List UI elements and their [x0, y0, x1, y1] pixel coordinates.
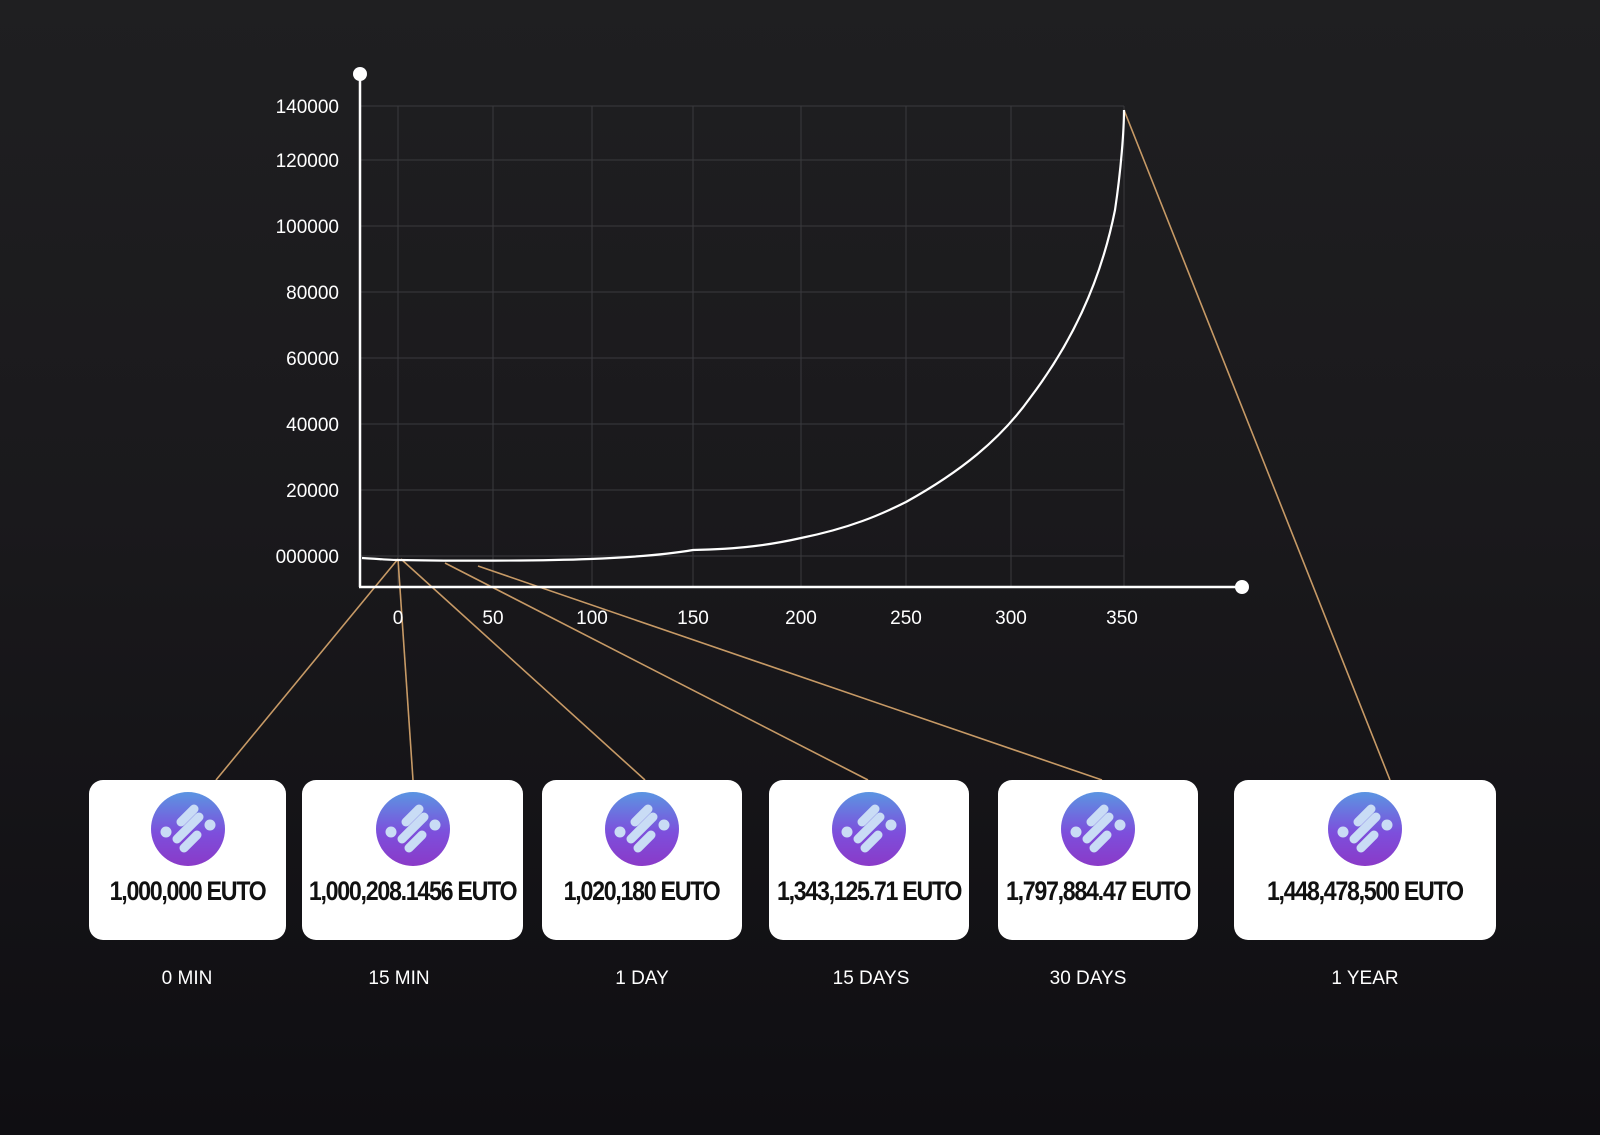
x-tick: 300 — [995, 608, 1027, 629]
euto-coin-icon — [605, 792, 679, 866]
x-tick: 200 — [785, 608, 817, 629]
y-tick: 000000 — [276, 547, 339, 568]
euto-coin-icon — [376, 792, 450, 866]
x-tick: 100 — [576, 608, 608, 629]
euto-coin-icon — [832, 792, 906, 866]
callout-card-0-min: 1,000,000 EUTO — [89, 780, 286, 940]
y-tick: 60000 — [286, 349, 339, 370]
callout-card-1-day: 1,020,180 EUTO — [542, 780, 742, 940]
period-label: 1 YEAR — [1331, 968, 1399, 989]
callout-card-1-year: 1,448,478,500 EUTO — [1234, 780, 1496, 940]
y-tick: 120000 — [276, 151, 339, 172]
y-tick: 40000 — [286, 415, 339, 436]
y-axis-labels: 140000 120000 100000 80000 60000 40000 2… — [276, 97, 339, 568]
x-tick: 250 — [890, 608, 922, 629]
euto-coin-icon — [1061, 792, 1135, 866]
y-tick: 20000 — [286, 481, 339, 502]
y-tick: 100000 — [276, 217, 339, 238]
card-amount: 1,020,180 EUTO — [564, 876, 721, 906]
period-label: 15 MIN — [368, 968, 430, 989]
x-tick: 150 — [677, 608, 709, 629]
y-tick: 140000 — [276, 97, 339, 118]
callout-card-30-days: 1,797,884.47 EUTO — [998, 780, 1198, 940]
card-amount: 1,000,208.1456 EUTO — [308, 876, 518, 906]
x-tick: 350 — [1106, 608, 1138, 629]
euto-coin-icon — [1328, 792, 1402, 866]
card-amount: 1,000,000 EUTO — [109, 876, 267, 906]
period-label: 30 DAYS — [1049, 968, 1127, 989]
card-amount: 1,797,884.47 EUTO — [1005, 876, 1191, 906]
period-label: 15 DAYS — [832, 968, 910, 989]
chart-axes — [353, 67, 1249, 594]
card-amount: 1,448,478,500 EUTO — [1267, 876, 1464, 906]
x-tick: 50 — [482, 608, 503, 629]
growth-curve — [361, 109, 1126, 562]
chart-grid — [360, 105, 1125, 586]
callout-leader-lines — [215, 109, 1391, 781]
x-tick: 0 — [393, 608, 404, 629]
y-tick: 80000 — [286, 283, 339, 304]
y-axis-endpoint — [353, 67, 367, 81]
card-amount: 1,343,125.71 EUTO — [776, 876, 962, 906]
x-axis-labels: 0 50 100 150 200 250 300 350 — [393, 608, 1138, 629]
callout-card-15-days: 1,343,125.71 EUTO — [769, 780, 969, 940]
period-label: 0 MIN — [161, 968, 213, 989]
callout-card-15-min: 1,000,208.1456 EUTO — [302, 780, 523, 940]
period-label: 1 DAY — [615, 968, 669, 989]
x-axis-endpoint — [1235, 580, 1249, 594]
euto-coin-icon — [151, 792, 225, 866]
